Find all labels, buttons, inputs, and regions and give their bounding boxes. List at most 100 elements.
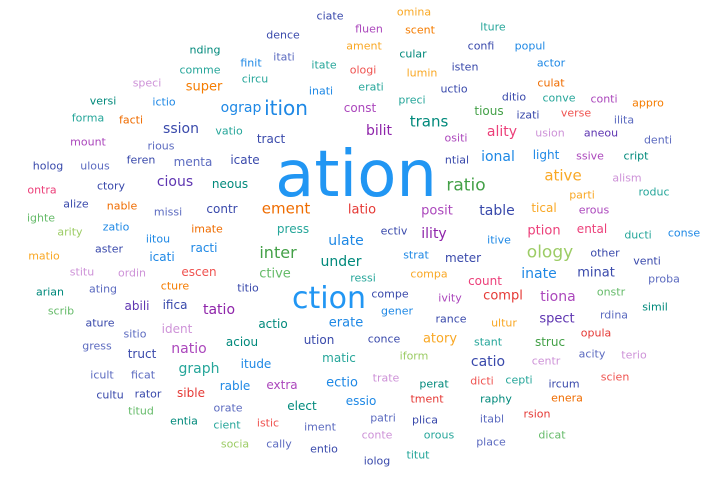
word-speci: speci bbox=[132, 76, 162, 90]
word-patri: patri bbox=[370, 411, 396, 425]
word-compe: compe bbox=[371, 287, 409, 301]
word-place: place bbox=[476, 435, 506, 449]
word-iment: iment bbox=[304, 420, 336, 434]
word-itive: itive bbox=[487, 233, 511, 247]
word-ilita: ilita bbox=[613, 113, 635, 127]
word-ircum: ircum bbox=[548, 377, 580, 391]
word-icult: icult bbox=[90, 368, 114, 382]
word-gener: gener bbox=[380, 304, 414, 318]
word-ating: ating bbox=[88, 282, 118, 296]
word-preci: preci bbox=[398, 93, 426, 107]
word-nding: nding bbox=[189, 43, 221, 57]
word-ntial: ntial bbox=[444, 153, 470, 167]
word-meter: meter bbox=[444, 251, 482, 265]
word-itabl: itabl bbox=[479, 412, 505, 426]
word-conti: conti bbox=[590, 92, 618, 106]
word-ctive: ctive bbox=[259, 266, 291, 282]
word-catio: catio bbox=[470, 354, 506, 370]
word-acity: acity bbox=[578, 347, 606, 361]
word-ative: ative bbox=[544, 166, 582, 185]
word-lture: lture bbox=[480, 20, 506, 34]
word-mount: mount bbox=[70, 135, 106, 149]
word-bilit: bilit bbox=[365, 123, 393, 139]
word-ption: ption bbox=[527, 223, 561, 239]
word-cally: cally bbox=[266, 437, 292, 451]
word-omina: omina bbox=[396, 5, 432, 19]
word-conce: conce bbox=[367, 332, 401, 346]
word-ation: ation bbox=[275, 138, 437, 212]
word-cient: cient bbox=[213, 418, 241, 432]
word-ciate: ciate bbox=[316, 9, 344, 23]
word-icate: icate bbox=[230, 153, 260, 167]
word-aster: aster bbox=[94, 242, 124, 256]
word-ultur: ultur bbox=[491, 316, 517, 330]
word-parti: parti bbox=[569, 188, 595, 202]
word-titio: titio bbox=[237, 281, 259, 295]
word-titut: titut bbox=[406, 448, 430, 462]
word-compa: compa bbox=[410, 267, 448, 281]
word-other: other bbox=[590, 246, 620, 260]
word-inter: inter bbox=[259, 243, 297, 262]
word-aneou: aneou bbox=[583, 126, 619, 140]
word-verse: verse bbox=[560, 106, 592, 120]
word-izati: izati bbox=[516, 108, 540, 122]
word-ality: ality bbox=[486, 124, 518, 140]
word-rsion: rsion bbox=[523, 407, 551, 421]
word-vatio: vatio bbox=[215, 124, 243, 138]
word-itude: itude bbox=[240, 357, 272, 371]
word-rable: rable bbox=[219, 379, 251, 393]
word-roduc: roduc bbox=[638, 185, 670, 199]
word-sible: sible bbox=[177, 386, 205, 400]
word-racti: racti bbox=[190, 241, 218, 255]
word-feren: feren bbox=[126, 153, 156, 167]
word-enera: enera bbox=[551, 391, 583, 405]
word-proba: proba bbox=[648, 272, 680, 286]
word-ifica: ifica bbox=[162, 298, 188, 312]
word-ulous: ulous bbox=[80, 159, 110, 173]
word-scent: scent bbox=[405, 23, 435, 37]
word-under: under bbox=[320, 254, 362, 270]
word-erous: erous bbox=[578, 203, 610, 217]
word-stant: stant bbox=[473, 335, 503, 349]
word-ratio: ratio bbox=[446, 175, 486, 196]
word-ologi: ologi bbox=[349, 63, 377, 77]
word-matic: matic bbox=[322, 351, 356, 365]
word-itate: itate bbox=[311, 58, 337, 72]
word-matio: matio bbox=[28, 249, 60, 263]
word-scrib: scrib bbox=[47, 304, 75, 318]
word-press: press bbox=[276, 222, 310, 236]
word-essio: essio bbox=[345, 394, 377, 408]
word-atory: atory bbox=[422, 331, 458, 347]
word-super: super bbox=[185, 79, 223, 95]
word-ution: ution bbox=[303, 333, 335, 347]
word-ictio: ictio bbox=[152, 95, 176, 109]
word-ograp: ograp bbox=[220, 100, 262, 116]
word-denti: denti bbox=[643, 133, 673, 147]
word-forma: forma bbox=[71, 111, 105, 125]
word-count: count bbox=[468, 274, 502, 288]
word-light: light bbox=[532, 148, 560, 162]
word-opula: opula bbox=[580, 326, 612, 340]
word-struc: struc bbox=[534, 335, 566, 349]
word-ducti: ducti bbox=[624, 228, 652, 242]
word-alize: alize bbox=[63, 197, 89, 211]
word-terio: terio bbox=[621, 348, 647, 362]
word-ressi: ressi bbox=[350, 271, 376, 285]
word-neous: neous bbox=[211, 177, 249, 191]
word-erate: erate bbox=[328, 315, 364, 331]
word-nable: nable bbox=[106, 199, 138, 213]
word-entia: entia bbox=[170, 414, 198, 428]
word-ulate: ulate bbox=[328, 233, 364, 249]
word-compl: compl bbox=[483, 288, 523, 304]
word-istic: istic bbox=[256, 416, 280, 430]
word-isten: isten bbox=[451, 60, 479, 74]
word-ctory: ctory bbox=[96, 179, 126, 193]
word-ssion: ssion bbox=[163, 121, 199, 137]
word-versi: versi bbox=[89, 94, 117, 108]
word-ature: ature bbox=[85, 316, 115, 330]
word-elect: elect bbox=[287, 399, 317, 413]
word-ighte: ighte bbox=[26, 211, 56, 225]
word-actor: actor bbox=[536, 56, 566, 70]
word-rance: rance bbox=[435, 312, 467, 326]
